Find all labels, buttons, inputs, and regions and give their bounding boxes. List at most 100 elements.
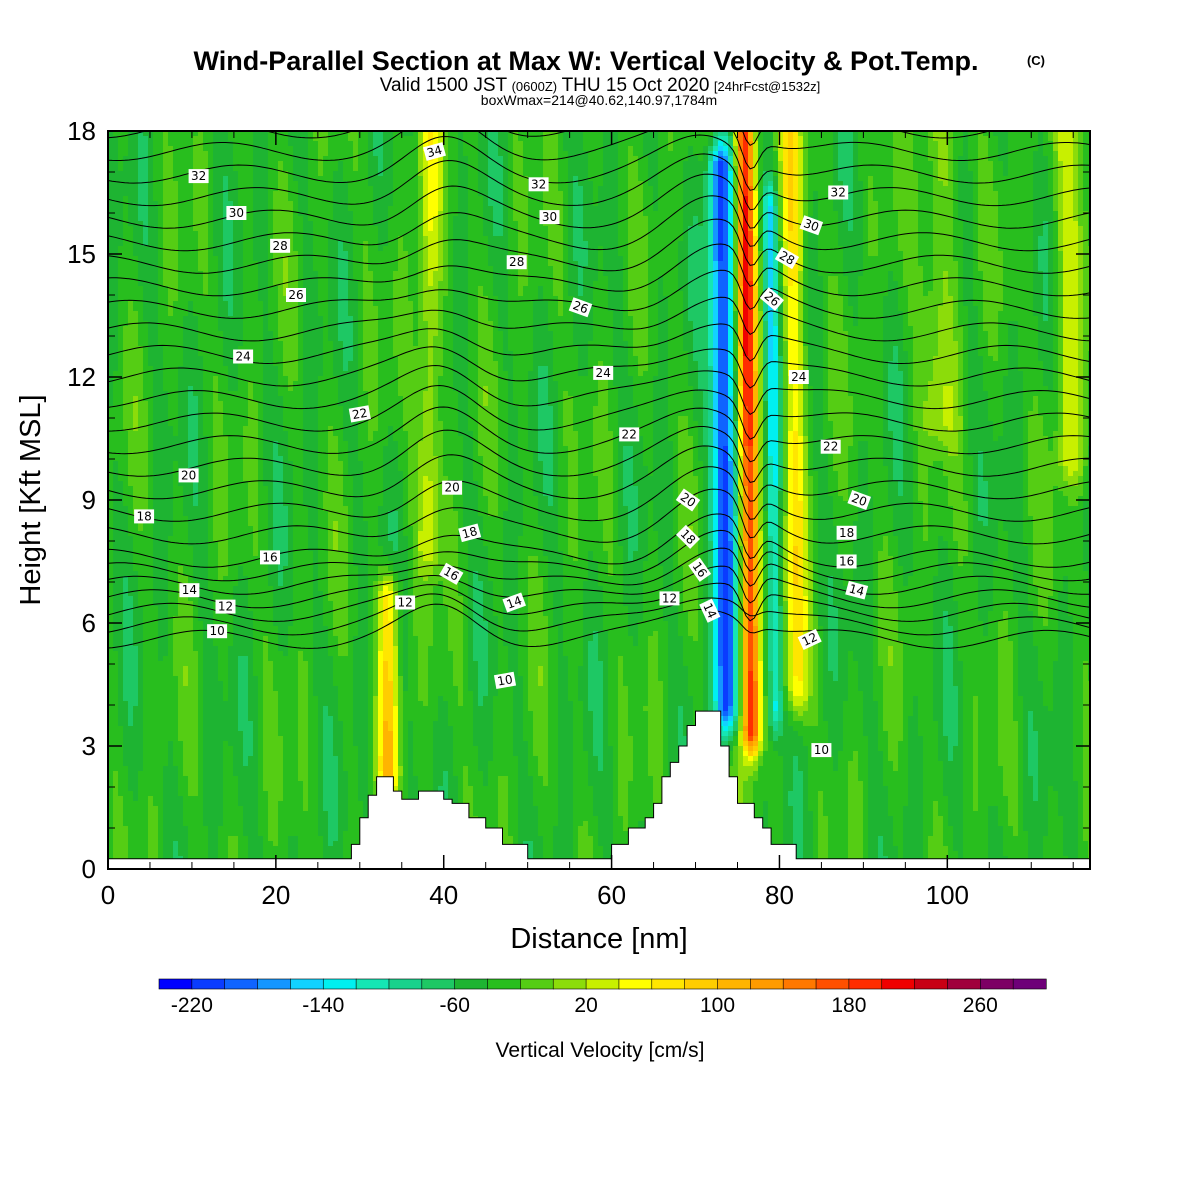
velocity-cell: [583, 146, 589, 152]
velocity-cell: [483, 161, 489, 167]
velocity-cell: [1063, 136, 1069, 142]
velocity-cell: [463, 156, 469, 162]
velocity-cell: [843, 146, 849, 152]
velocity-cell: [338, 146, 344, 152]
velocity-cell: [133, 166, 139, 172]
velocity-cell: [168, 136, 174, 142]
velocity-cell: [623, 146, 629, 152]
copyright-mark: (C): [1027, 53, 1045, 68]
velocity-cell: [233, 166, 239, 172]
velocity-cell: [478, 136, 484, 142]
velocity-cell: [363, 141, 369, 147]
velocity-cell: [353, 141, 359, 147]
velocity-cell: [243, 146, 249, 152]
velocity-cell: [223, 141, 229, 147]
velocity-cell: [793, 136, 799, 142]
velocity-cell: [178, 156, 184, 162]
velocity-cell: [648, 161, 654, 167]
velocity-cell: [868, 156, 874, 162]
velocity-cell: [1053, 141, 1059, 147]
velocity-cell: [508, 156, 514, 162]
velocity-cell: [578, 141, 584, 147]
velocity-cell: [493, 146, 499, 152]
velocity-cell: [518, 146, 524, 152]
velocity-cell: [868, 146, 874, 152]
velocity-cell: [723, 151, 729, 157]
velocity-cell: [1003, 141, 1009, 147]
velocity-cell: [558, 146, 564, 152]
velocity-cell: [963, 166, 969, 172]
velocity-cell: [943, 156, 949, 162]
velocity-cell: [1013, 141, 1019, 147]
velocity-cell: [123, 161, 129, 167]
velocity-cell: [488, 151, 494, 157]
velocity-cell: [973, 161, 979, 167]
velocity-cell: [643, 161, 649, 167]
velocity-cell: [513, 141, 519, 147]
velocity-cell: [228, 171, 234, 177]
velocity-cell: [818, 136, 824, 142]
velocity-cell: [188, 136, 194, 142]
velocity-cell: [308, 151, 314, 157]
velocity-cell: [178, 136, 184, 142]
velocity-cell: [913, 161, 919, 167]
velocity-cell: [993, 136, 999, 142]
velocity-cell: [243, 171, 249, 177]
velocity-cell: [498, 151, 504, 157]
velocity-cell: [873, 146, 879, 152]
velocity-cell: [453, 151, 459, 157]
velocity-cell: [618, 161, 624, 167]
velocity-cell: [773, 136, 779, 142]
velocity-cell: [638, 141, 644, 147]
velocity-cell: [153, 171, 159, 177]
velocity-cell: [333, 146, 339, 152]
velocity-cell: [693, 156, 699, 162]
velocity-cell: [898, 151, 904, 157]
velocity-cell: [1023, 136, 1029, 142]
velocity-cell: [678, 146, 684, 152]
velocity-cell: [1068, 156, 1074, 162]
velocity-cell: [908, 141, 914, 147]
velocity-cell: [1003, 161, 1009, 167]
velocity-cell: [258, 156, 264, 162]
velocity-cell: [623, 151, 629, 157]
velocity-cell: [733, 161, 739, 167]
velocity-cell: [813, 161, 819, 167]
velocity-cell: [148, 141, 154, 147]
velocity-cell: [538, 161, 544, 167]
velocity-cell: [363, 146, 369, 152]
velocity-cell: [998, 166, 1004, 172]
velocity-cell: [333, 166, 339, 172]
velocity-cell: [163, 146, 169, 152]
velocity-cell: [678, 161, 684, 167]
velocity-cell: [158, 141, 164, 147]
velocity-cell: [398, 141, 404, 147]
velocity-cell: [688, 166, 694, 172]
velocity-cell: [318, 171, 324, 177]
velocity-cell: [758, 136, 764, 142]
velocity-cell: [893, 141, 899, 147]
velocity-cell: [383, 161, 389, 167]
velocity-cell: [773, 161, 779, 167]
velocity-cell: [173, 156, 179, 162]
velocity-cell: [403, 141, 409, 147]
velocity-cell: [833, 151, 839, 157]
velocity-cell: [793, 151, 799, 157]
velocity-cell: [1048, 146, 1054, 152]
velocity-cell: [748, 156, 754, 162]
velocity-cell: [298, 166, 304, 172]
velocity-cell: [1063, 156, 1069, 162]
velocity-cell: [238, 146, 244, 152]
velocity-cell: [233, 156, 239, 162]
velocity-cell: [888, 156, 894, 162]
velocity-cell: [1028, 141, 1034, 147]
velocity-cell: [343, 136, 349, 142]
velocity-cell: [173, 136, 179, 142]
velocity-cell: [843, 141, 849, 147]
velocity-cell: [548, 136, 554, 142]
velocity-cell: [658, 136, 664, 142]
velocity-cell: [888, 141, 894, 147]
velocity-cell: [303, 171, 309, 177]
velocity-cell: [473, 136, 479, 142]
velocity-cell: [768, 151, 774, 157]
